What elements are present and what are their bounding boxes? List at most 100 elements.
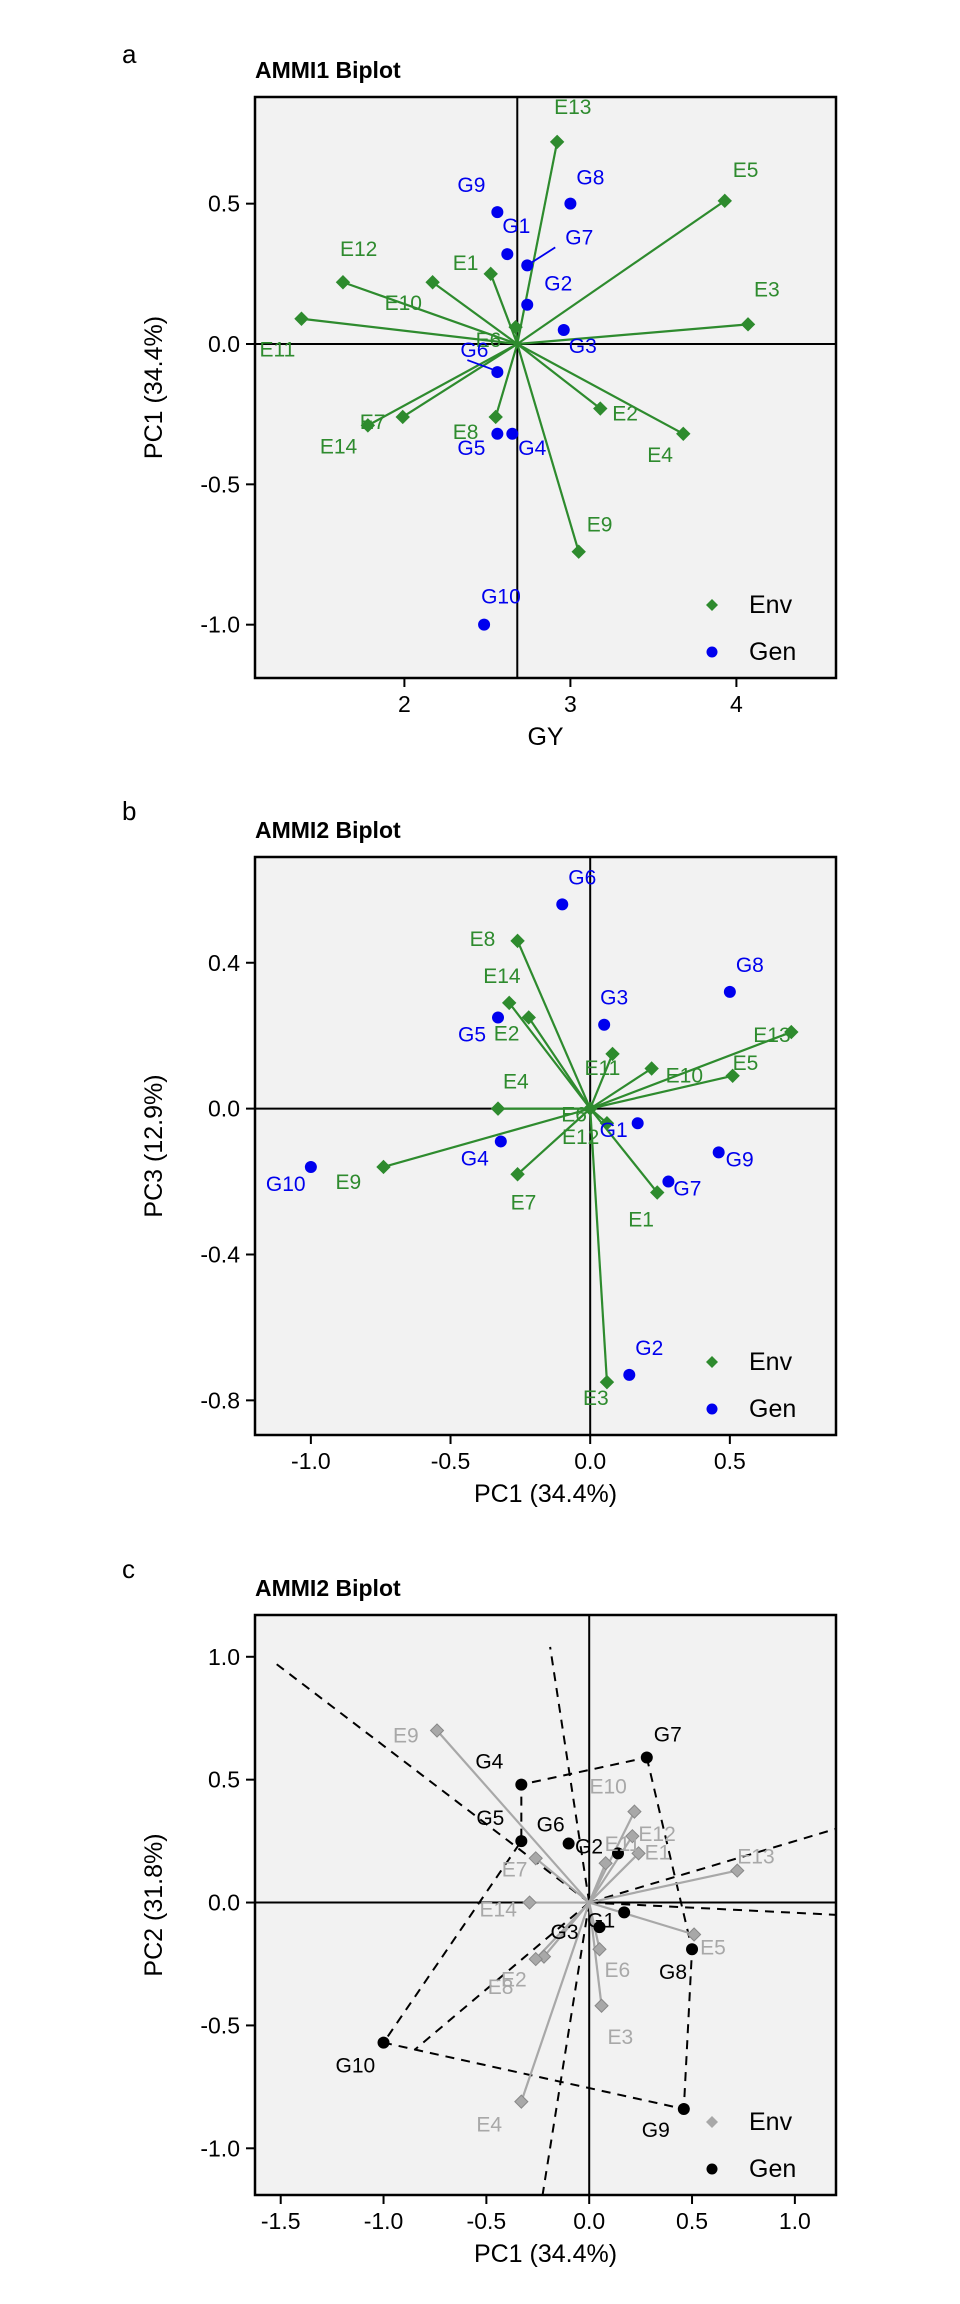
gen-label-g5: G5 xyxy=(457,437,485,460)
x-tick-label: 0.5 xyxy=(714,1448,746,1474)
gen-marker-g1 xyxy=(618,1906,631,1919)
env-vector-e4 xyxy=(520,1902,591,2102)
env-marker-e10 xyxy=(425,275,440,290)
gen-marker-g8 xyxy=(723,985,736,998)
gen-marker-g9 xyxy=(677,2102,690,2115)
y-axis-label: PC3 (12.9%) xyxy=(140,1074,168,1217)
y-axis-label: PC1 (34.4%) xyxy=(140,316,168,459)
gen-marker-g9 xyxy=(712,1146,725,1159)
gen-label-g2: G2 xyxy=(544,273,572,296)
plot-frame xyxy=(253,1613,838,2197)
env-label-e11: E11 xyxy=(585,1057,621,1080)
env-marker-e5 xyxy=(717,193,732,209)
env-marker-e5 xyxy=(725,1068,740,1084)
panel-letter: c xyxy=(122,1554,135,1584)
env-marker-e4 xyxy=(490,1101,506,1116)
env-marker-e6 xyxy=(508,319,523,335)
gen-label-g5: G5 xyxy=(476,1807,504,1830)
x-tick-label: -0.5 xyxy=(467,2208,507,2234)
legend-marker-gen xyxy=(706,646,718,658)
env-marker-e12 xyxy=(599,1116,615,1131)
x-tick-label: 0.0 xyxy=(574,1448,606,1474)
gen-label-g3: G3 xyxy=(600,987,628,1010)
env-label-e7: E7 xyxy=(511,1191,537,1214)
env-label-e13: E13 xyxy=(554,96,591,119)
x-tick-label: -1.0 xyxy=(291,1448,331,1474)
gen-label-g3: G3 xyxy=(550,1921,578,1944)
gen-label-g7: G7 xyxy=(673,1178,701,1201)
env-label-e10: E10 xyxy=(385,292,422,315)
env-marker-e14 xyxy=(522,1895,537,1910)
env-label-e13: E13 xyxy=(753,1024,790,1047)
legend-label-gen: Gen xyxy=(749,2155,796,2183)
gen-marker-g5 xyxy=(515,1835,528,1848)
gen-marker-g6 xyxy=(562,1837,575,1850)
env-vector-e11 xyxy=(301,317,518,346)
gen-label-g2: G2 xyxy=(635,1337,663,1360)
legend-marker-env xyxy=(706,1356,718,1368)
env-label-e2: E2 xyxy=(501,1969,527,1992)
env-label-e3: E3 xyxy=(754,278,780,301)
env-marker-e4 xyxy=(514,2094,529,2109)
env-label-e12: E12 xyxy=(638,1823,675,1846)
legend: Env Gen xyxy=(706,591,796,666)
env-vector-e3 xyxy=(517,323,749,346)
env-marker-e14 xyxy=(360,418,376,433)
env-label-e5: E5 xyxy=(733,159,759,182)
env-marker-e6 xyxy=(592,1942,607,1957)
x-tick-label: -1.0 xyxy=(364,2208,404,2234)
env-label-e1: E1 xyxy=(453,252,479,275)
gen-marker-g1 xyxy=(501,248,514,261)
env-marker-e8 xyxy=(528,1951,543,1967)
gen-marker-g4 xyxy=(506,427,519,440)
env-vector-e8 xyxy=(516,940,592,1110)
env-marker-e5 xyxy=(686,1927,702,1942)
legend-label-env: Env xyxy=(749,591,793,619)
env-marker-e1 xyxy=(650,1185,665,1200)
gen-marker-g10 xyxy=(377,2036,390,2049)
plot-area xyxy=(255,1615,836,2195)
g6-leader-line xyxy=(467,359,495,371)
env-vector-e14 xyxy=(367,343,518,427)
y-tick-label: -0.4 xyxy=(200,1241,240,1267)
env-label-e8: E8 xyxy=(488,1976,514,1999)
plot-content xyxy=(255,1615,836,2195)
plot-frame xyxy=(253,95,838,680)
env-vector-e14 xyxy=(508,1002,592,1110)
legend-label-gen: Gen xyxy=(749,638,796,666)
chart-title: AMMI2 Biplot xyxy=(255,817,401,843)
env-vector-e3 xyxy=(589,1108,609,1383)
gen-label-g1: G1 xyxy=(587,1909,615,1932)
gen-marker-g2 xyxy=(623,1368,636,1381)
x-tick-label: 2 xyxy=(398,691,411,717)
env-vector-e9 xyxy=(383,1107,591,1169)
env-vector-e1 xyxy=(489,273,519,345)
env-label-e10: E10 xyxy=(666,1065,703,1088)
x-tick-label: 1.0 xyxy=(779,2208,811,2234)
env-label-e12: E12 xyxy=(562,1126,599,1149)
env-label-e14: E14 xyxy=(483,965,521,988)
gen-marker-g2 xyxy=(521,298,534,311)
env-vector-e2 xyxy=(527,1016,592,1110)
gen-marker-g4 xyxy=(515,1778,528,1791)
gen-marker-g6 xyxy=(491,366,504,379)
legend: Env Gen xyxy=(706,2108,796,2183)
env-label-e12: E12 xyxy=(340,238,377,261)
x-tick-label: 0.5 xyxy=(676,2208,708,2234)
gen-label-g4: G4 xyxy=(461,1147,489,1170)
panel-letter: a xyxy=(122,39,137,69)
env-vector-e2 xyxy=(516,343,601,410)
env-marker-e8 xyxy=(510,933,525,949)
legend-marker-env xyxy=(706,599,718,611)
gen-label-g9: G9 xyxy=(726,1148,754,1171)
gen-marker-g3 xyxy=(593,1921,606,1934)
legend-label-env: Env xyxy=(749,2108,793,2136)
legend-marker-gen xyxy=(706,1403,718,1415)
env-marker-e2 xyxy=(593,401,608,416)
env-label-e5: E5 xyxy=(700,1936,726,1959)
gen-marker-g1 xyxy=(631,1117,644,1130)
x-tick-label: 4 xyxy=(730,691,743,717)
gen-marker-g10 xyxy=(304,1160,317,1173)
legend: Env Gen xyxy=(706,1348,796,1423)
